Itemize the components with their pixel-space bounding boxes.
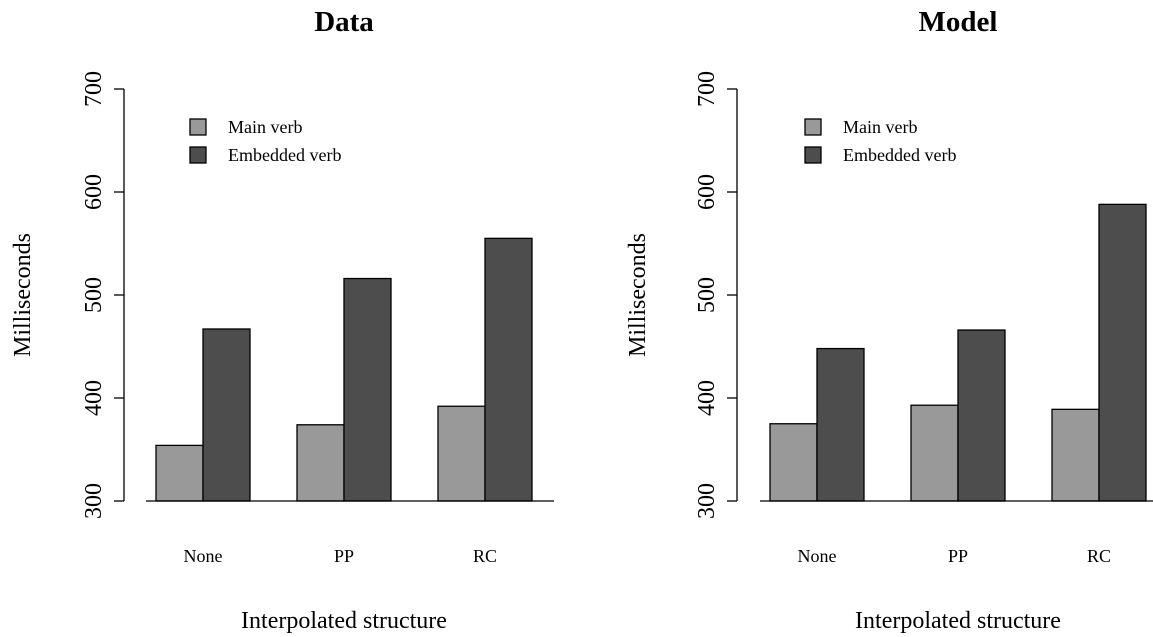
x-tick-label: PP bbox=[334, 546, 354, 566]
legend-label: Embedded verb bbox=[843, 145, 956, 165]
bar-rc-embedded-verb bbox=[1098, 203, 1147, 502]
y-tick-label: 500 bbox=[694, 277, 720, 313]
y-tick-label: 700 bbox=[694, 71, 720, 107]
y-axis-label: Milliseconds bbox=[10, 233, 36, 357]
legend: Main verb Embedded verb bbox=[804, 117, 956, 165]
y-tick-label: 500 bbox=[81, 277, 107, 313]
x-tick-label: PP bbox=[948, 546, 968, 566]
y-tick-label: 400 bbox=[694, 380, 720, 416]
legend-swatch bbox=[189, 146, 207, 164]
bar-pp-main-verb bbox=[910, 404, 959, 502]
legend-label: Main verb bbox=[228, 117, 302, 137]
legend-swatch bbox=[804, 118, 822, 136]
bar-none-main-verb bbox=[155, 444, 204, 502]
panel-model: Model 300 400 500 600 700 Milliseconds None PP RC… bbox=[625, 6, 1153, 634]
y-tick-label: 300 bbox=[694, 483, 720, 519]
bar-rc-main-verb bbox=[437, 405, 486, 502]
legend-swatch bbox=[189, 118, 207, 136]
chart-title: Model bbox=[919, 6, 998, 38]
bar-pp-embedded-verb bbox=[957, 329, 1006, 502]
x-tick-label: RC bbox=[1087, 546, 1111, 566]
bar-pp-embedded-verb bbox=[343, 277, 392, 502]
y-tick-label: 600 bbox=[694, 174, 720, 210]
y-tick-label: 600 bbox=[81, 174, 107, 210]
x-axis-label: Interpolated structure bbox=[855, 608, 1061, 634]
panel-data: Data 300 400 500 600 700 Milliseconds None PP RC I… bbox=[10, 6, 554, 634]
x-tick-label: RC bbox=[473, 546, 497, 566]
legend-label: Embedded verb bbox=[228, 145, 341, 165]
bar-none-embedded-verb bbox=[202, 328, 251, 502]
y-tick-label: 700 bbox=[81, 71, 107, 107]
y-axis-label: Milliseconds bbox=[625, 233, 651, 357]
bar-none-main-verb bbox=[769, 423, 818, 502]
chart-title: Data bbox=[314, 6, 374, 38]
bar-rc-main-verb bbox=[1051, 408, 1100, 502]
y-tick-label: 400 bbox=[81, 380, 107, 416]
legend-swatch bbox=[804, 146, 822, 164]
y-tick-label: 300 bbox=[81, 483, 107, 519]
legend: Main verb Embedded verb bbox=[189, 117, 341, 165]
x-tick-label: None bbox=[798, 546, 837, 566]
bar-none-embedded-verb bbox=[816, 347, 865, 502]
x-tick-label: None bbox=[184, 546, 223, 566]
bar-rc-embedded-verb bbox=[484, 237, 533, 502]
legend-label: Main verb bbox=[843, 117, 917, 137]
bar-pp-main-verb bbox=[296, 424, 345, 502]
x-axis-label: Interpolated structure bbox=[241, 608, 447, 634]
